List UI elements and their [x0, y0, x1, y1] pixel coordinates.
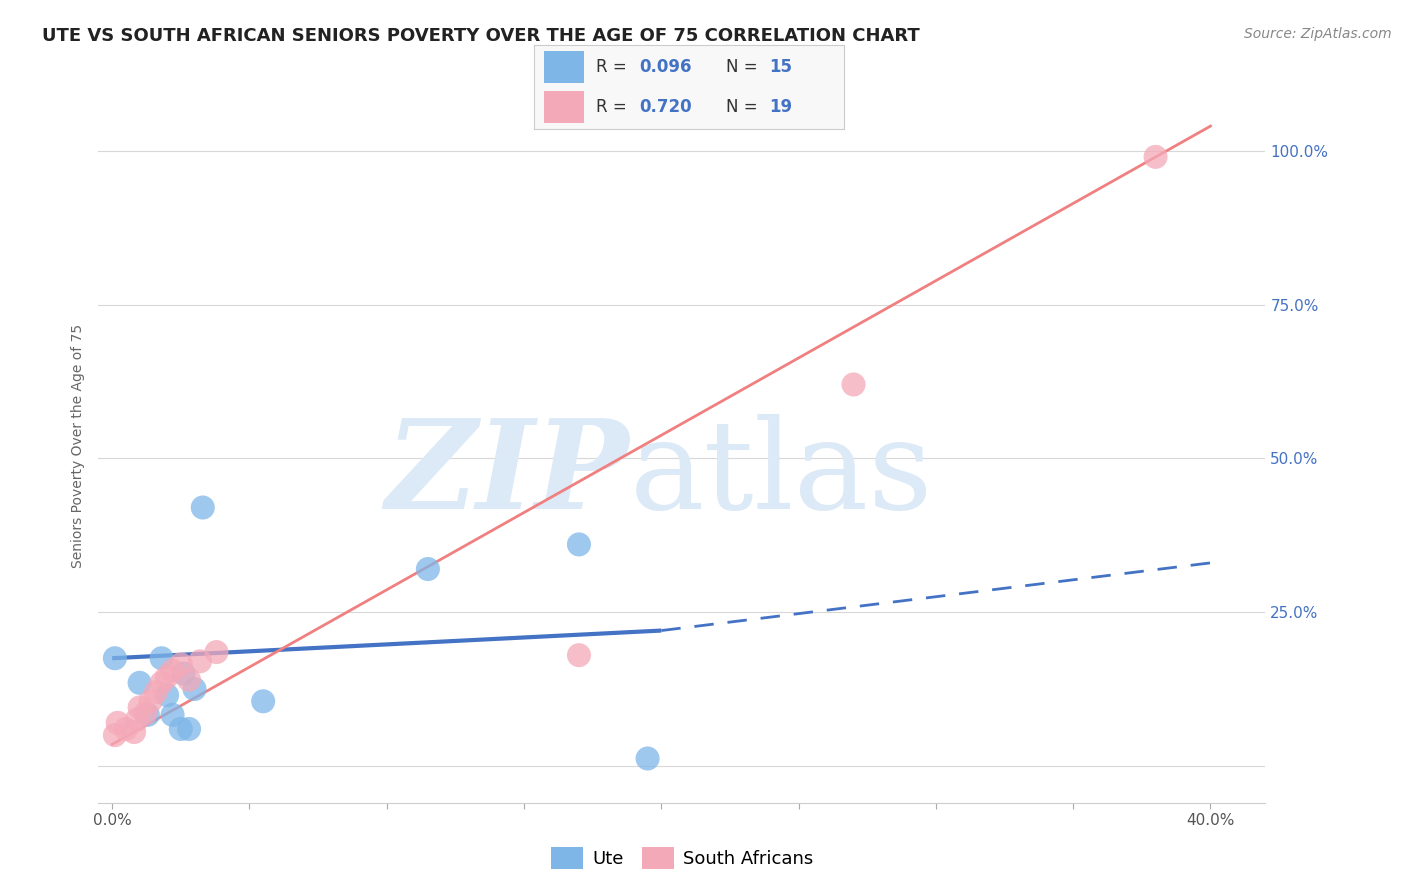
Point	[191, 500, 214, 515]
Point	[170, 657, 193, 672]
Point	[205, 645, 228, 659]
Text: UTE VS SOUTH AFRICAN SENIORS POVERTY OVER THE AGE OF 75 CORRELATION CHART: UTE VS SOUTH AFRICAN SENIORS POVERTY OVE…	[42, 27, 920, 45]
Point	[104, 728, 127, 742]
Point	[177, 722, 200, 736]
Text: R =: R =	[596, 98, 627, 116]
Point	[139, 694, 162, 708]
Text: R =: R =	[596, 58, 627, 76]
Point	[150, 676, 173, 690]
FancyBboxPatch shape	[544, 91, 583, 123]
Point	[134, 706, 156, 721]
Point	[173, 666, 195, 681]
Point	[842, 377, 865, 392]
Point	[162, 707, 184, 722]
Text: N =: N =	[725, 98, 758, 116]
Point	[136, 707, 159, 722]
Y-axis label: Seniors Poverty Over the Age of 75: Seniors Poverty Over the Age of 75	[72, 324, 86, 568]
Text: N =: N =	[725, 58, 758, 76]
Text: Source: ZipAtlas.com: Source: ZipAtlas.com	[1244, 27, 1392, 41]
Text: 0.096: 0.096	[640, 58, 692, 76]
Text: ZIP: ZIP	[385, 414, 630, 535]
Point	[170, 722, 193, 736]
Point	[162, 664, 184, 678]
Text: 15: 15	[769, 58, 793, 76]
Text: 19: 19	[769, 98, 793, 116]
Point	[637, 751, 659, 765]
Point	[125, 713, 148, 727]
Point	[128, 700, 150, 714]
Point	[252, 694, 274, 708]
Point	[568, 537, 591, 551]
Point	[568, 648, 591, 662]
Point	[115, 722, 138, 736]
Point	[107, 715, 129, 730]
Point	[104, 651, 127, 665]
Text: 0.720: 0.720	[640, 98, 692, 116]
Point	[416, 562, 439, 576]
Point	[122, 725, 145, 739]
Legend: Ute, South Africans: Ute, South Africans	[543, 839, 821, 876]
FancyBboxPatch shape	[544, 51, 583, 83]
Point	[128, 676, 150, 690]
Text: atlas: atlas	[630, 414, 932, 535]
Point	[150, 651, 173, 665]
Point	[188, 654, 211, 668]
Point	[156, 688, 179, 702]
Point	[183, 681, 205, 696]
Point	[145, 685, 167, 699]
Point	[177, 673, 200, 687]
Point	[1144, 150, 1167, 164]
Point	[156, 670, 179, 684]
